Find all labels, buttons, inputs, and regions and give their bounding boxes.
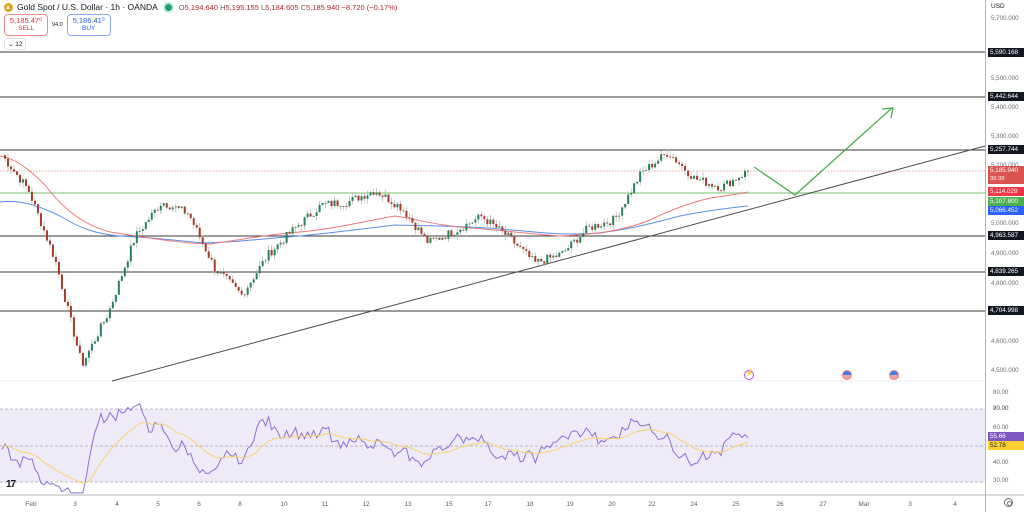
gold-symbol-icon xyxy=(4,2,13,12)
horizontal-levels[interactable] xyxy=(0,51,985,312)
rsi-tick: 80.00 xyxy=(993,389,1009,396)
indicators-collapse-button[interactable]: ⌄ 12 xyxy=(4,38,27,50)
rsi-guides xyxy=(0,408,985,483)
ohlc-values: O5,194.640 H5,195.155 L5,184.605 C5,185.… xyxy=(178,2,398,12)
ma-fast-line xyxy=(0,155,749,245)
projection-arrowhead xyxy=(881,107,894,119)
rsi-tick: 70.00 xyxy=(993,405,1009,412)
ascending-trendline[interactable] xyxy=(111,145,986,382)
ma-slow-tag: 5,066.452 xyxy=(988,206,1024,215)
tradingview-logo[interactable]: 17 xyxy=(6,479,16,490)
candle-countdown: 36:39 xyxy=(990,176,1005,182)
level-tag: 4,839.265 xyxy=(988,267,1024,276)
currency-selector[interactable]: USD xyxy=(991,3,1005,10)
rsi-line xyxy=(1,403,749,494)
ma-slow-line xyxy=(0,201,749,244)
symbol-title[interactable]: Gold Spot / U.S. Dollar · 1h · OANDA xyxy=(17,2,158,12)
ma-fast-tag: 5,114.029 xyxy=(988,187,1024,196)
level-tag: 4,963.587 xyxy=(988,231,1024,240)
current-price-tag: 5,185.940 36:39 xyxy=(988,166,1024,184)
trade-panel: 5,185.47⁰ SELL 94.0 5,186.41⁰ BUY xyxy=(4,14,111,36)
us-flag-event-icon[interactable] xyxy=(842,370,852,380)
level-tag: 5,590.168 xyxy=(988,48,1024,57)
projection-path[interactable] xyxy=(753,107,893,196)
candlesticks[interactable] xyxy=(3,149,749,368)
fed-event-icon[interactable] xyxy=(744,369,754,380)
rsi-ma-line xyxy=(1,421,749,484)
support-tag: 5,107.800 xyxy=(988,197,1024,206)
rsi-ma-value-tag: 52.78 xyxy=(988,441,1024,450)
us-flag-event-icon[interactable] xyxy=(889,370,899,380)
rsi-tick: 30.00 xyxy=(993,477,1009,484)
spread-value: 94.0 xyxy=(52,22,63,28)
buy-button[interactable]: 5,186.41⁰ BUY xyxy=(66,14,111,36)
sell-button[interactable]: 5,185.47⁰ SELL xyxy=(4,14,48,36)
level-tag: 4,704.998 xyxy=(988,306,1024,315)
market-open-icon xyxy=(164,3,172,11)
rsi-tick: 60.00 xyxy=(993,424,1009,431)
rsi-tick: 40.00 xyxy=(993,459,1009,466)
rsi-band xyxy=(0,409,985,482)
rsi-value-tag: 55.66 xyxy=(988,432,1024,441)
level-tag: 5,257.744 xyxy=(988,145,1024,154)
level-tag: 5,442.644 xyxy=(988,92,1024,101)
symbol-legend[interactable]: Gold Spot / U.S. Dollar · 1h · OANDA O5,… xyxy=(4,2,397,12)
settings-gear-icon[interactable] xyxy=(1004,498,1013,507)
